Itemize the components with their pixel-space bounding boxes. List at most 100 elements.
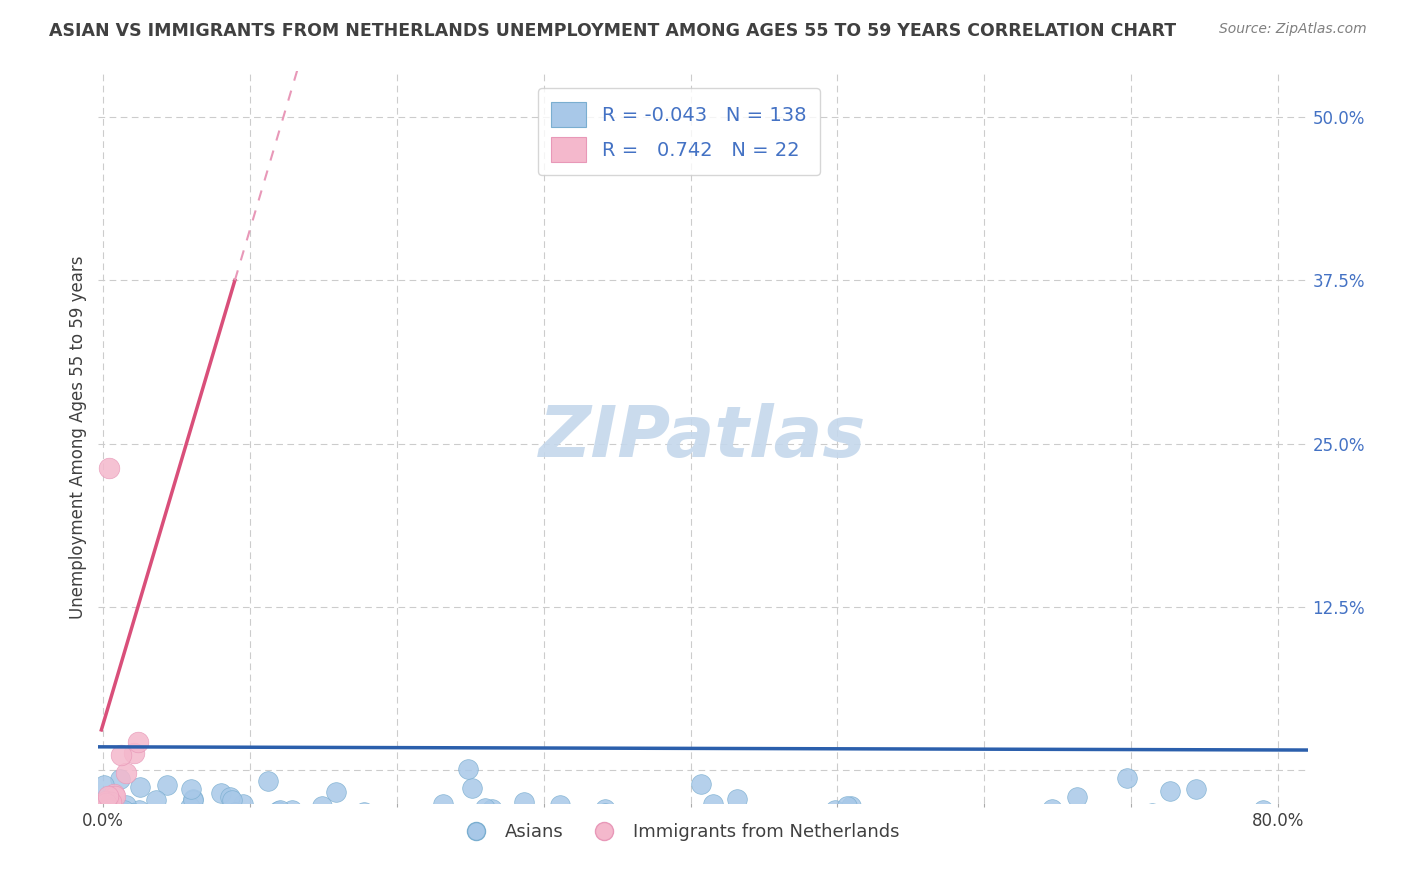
- Point: [647, 764, 669, 778]
- Point: [91, 756, 114, 771]
- Point: [93, 691, 115, 706]
- Point: [488, 743, 510, 757]
- Point: [360, 748, 382, 763]
- Point: [181, 717, 204, 731]
- Point: [96, 723, 118, 738]
- Point: [145, 745, 167, 759]
- Point: [100, 756, 122, 771]
- Point: [1053, 749, 1076, 764]
- Point: [548, 727, 571, 741]
- Point: [1050, 764, 1073, 779]
- Point: [474, 732, 496, 747]
- Point: [353, 739, 375, 754]
- Point: [465, 759, 488, 773]
- Point: [702, 725, 724, 739]
- Point: [411, 753, 433, 767]
- Point: [91, 747, 114, 762]
- Point: [145, 763, 167, 777]
- Point: [725, 716, 748, 731]
- Text: ASIAN VS IMMIGRANTS FROM NETHERLANDS UNEMPLOYMENT AMONG AGES 55 TO 59 YEARS CORR: ASIAN VS IMMIGRANTS FROM NETHERLANDS UNE…: [49, 22, 1177, 40]
- Point: [360, 746, 382, 760]
- Point: [112, 739, 135, 754]
- Point: [221, 717, 243, 731]
- Point: [104, 744, 127, 758]
- Y-axis label: Unemployment Among Ages 55 to 59 years: Unemployment Among Ages 55 to 59 years: [69, 255, 87, 619]
- Point: [232, 752, 254, 766]
- Point: [103, 707, 125, 722]
- Point: [256, 752, 278, 766]
- Point: [839, 728, 862, 742]
- Point: [1144, 752, 1167, 766]
- Point: [481, 734, 503, 748]
- Point: [115, 727, 138, 741]
- Point: [169, 756, 191, 771]
- Point: [91, 753, 114, 767]
- Point: [574, 759, 596, 773]
- Point: [242, 764, 264, 778]
- Point: [181, 716, 204, 731]
- Point: [128, 695, 150, 709]
- Point: [100, 726, 122, 740]
- Point: [125, 755, 148, 769]
- Point: [112, 736, 135, 750]
- Point: [128, 737, 150, 751]
- Point: [461, 696, 484, 710]
- Point: [986, 754, 1008, 768]
- Point: [228, 755, 250, 769]
- Point: [689, 689, 711, 703]
- Point: [1199, 765, 1222, 780]
- Point: [104, 753, 127, 767]
- Point: [929, 747, 952, 761]
- Point: [121, 740, 143, 755]
- Point: [97, 114, 120, 128]
- Point: [1035, 765, 1057, 780]
- Point: [510, 750, 533, 764]
- Point: [1000, 751, 1022, 765]
- Point: [432, 724, 454, 739]
- Point: [166, 748, 188, 763]
- Point: [949, 750, 972, 764]
- Point: [110, 635, 132, 649]
- Point: [290, 767, 312, 781]
- Point: [138, 748, 160, 763]
- Point: [104, 710, 127, 724]
- Point: [146, 764, 169, 778]
- Point: [385, 749, 408, 764]
- Point: [104, 741, 127, 756]
- Point: [96, 711, 118, 725]
- Point: [672, 743, 695, 757]
- Point: [471, 761, 494, 775]
- Point: [97, 752, 120, 766]
- Point: [298, 743, 321, 757]
- Point: [918, 747, 941, 762]
- Point: [692, 746, 714, 760]
- Point: [297, 756, 319, 771]
- Point: [120, 747, 142, 762]
- Point: [148, 755, 170, 769]
- Point: [165, 759, 187, 773]
- Point: [105, 752, 128, 766]
- Point: [593, 734, 616, 748]
- Point: [100, 738, 122, 752]
- Point: [218, 713, 240, 727]
- Point: [706, 746, 728, 760]
- Point: [94, 761, 117, 775]
- Point: [93, 756, 115, 771]
- Point: [97, 740, 120, 755]
- Point: [112, 757, 135, 772]
- Point: [134, 752, 156, 766]
- Point: [94, 752, 117, 766]
- Point: [922, 764, 945, 779]
- Point: [94, 719, 117, 733]
- Point: [115, 668, 138, 682]
- Point: [122, 632, 145, 646]
- Point: [98, 738, 121, 752]
- Point: [841, 750, 863, 764]
- Point: [156, 690, 179, 704]
- Point: [269, 736, 291, 750]
- Point: [101, 760, 124, 774]
- Point: [837, 729, 859, 743]
- Point: [104, 756, 127, 770]
- Point: [422, 756, 444, 771]
- Point: [127, 613, 149, 627]
